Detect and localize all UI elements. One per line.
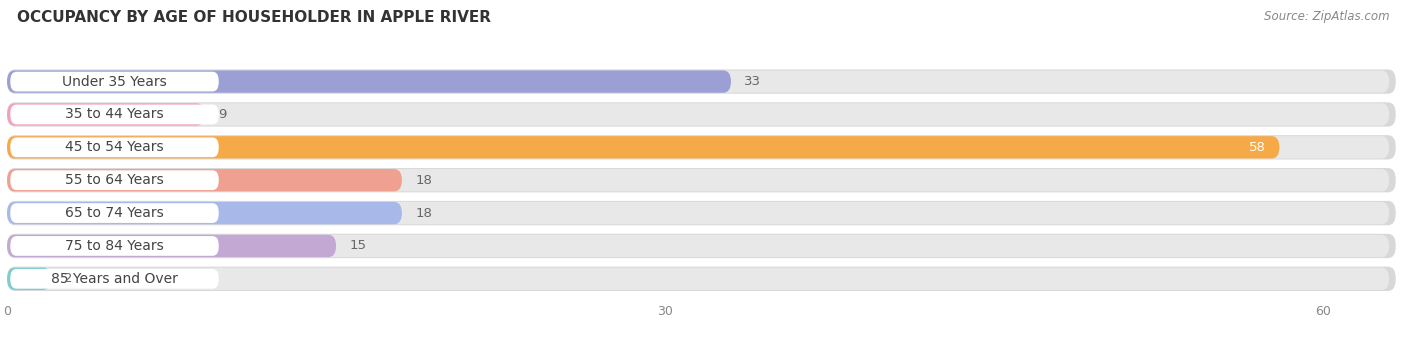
Text: Under 35 Years: Under 35 Years (62, 74, 167, 89)
FancyBboxPatch shape (7, 69, 1396, 94)
Text: 15: 15 (349, 239, 367, 252)
Text: OCCUPANCY BY AGE OF HOUSEHOLDER IN APPLE RIVER: OCCUPANCY BY AGE OF HOUSEHOLDER IN APPLE… (17, 10, 491, 25)
Text: 85 Years and Over: 85 Years and Over (51, 272, 179, 286)
Text: 55 to 64 Years: 55 to 64 Years (65, 173, 165, 187)
FancyBboxPatch shape (7, 168, 1396, 192)
FancyBboxPatch shape (7, 201, 1396, 225)
Text: 45 to 54 Years: 45 to 54 Years (65, 140, 165, 154)
FancyBboxPatch shape (7, 268, 1389, 290)
FancyBboxPatch shape (7, 235, 1389, 257)
Text: 2: 2 (65, 272, 73, 285)
FancyBboxPatch shape (7, 103, 204, 126)
FancyBboxPatch shape (7, 103, 1389, 126)
FancyBboxPatch shape (7, 136, 1279, 158)
FancyBboxPatch shape (7, 202, 1389, 224)
FancyBboxPatch shape (10, 105, 219, 124)
FancyBboxPatch shape (7, 267, 1396, 291)
FancyBboxPatch shape (10, 72, 219, 91)
Text: Source: ZipAtlas.com: Source: ZipAtlas.com (1264, 10, 1389, 23)
FancyBboxPatch shape (7, 202, 402, 224)
FancyBboxPatch shape (7, 234, 1396, 258)
FancyBboxPatch shape (7, 268, 51, 290)
FancyBboxPatch shape (7, 70, 731, 93)
FancyBboxPatch shape (7, 169, 402, 191)
Text: 35 to 44 Years: 35 to 44 Years (65, 107, 165, 121)
Text: 33: 33 (744, 75, 761, 88)
FancyBboxPatch shape (10, 269, 219, 289)
FancyBboxPatch shape (7, 70, 1389, 93)
FancyBboxPatch shape (7, 136, 1389, 158)
Text: 58: 58 (1250, 141, 1267, 154)
Text: 18: 18 (415, 174, 432, 187)
Text: 18: 18 (415, 207, 432, 220)
Text: 65 to 74 Years: 65 to 74 Years (65, 206, 165, 220)
FancyBboxPatch shape (7, 235, 336, 257)
FancyBboxPatch shape (7, 135, 1396, 159)
FancyBboxPatch shape (10, 170, 219, 190)
FancyBboxPatch shape (10, 137, 219, 157)
FancyBboxPatch shape (7, 169, 1389, 191)
Text: 9: 9 (218, 108, 226, 121)
FancyBboxPatch shape (10, 236, 219, 256)
FancyBboxPatch shape (7, 102, 1396, 126)
Text: 75 to 84 Years: 75 to 84 Years (65, 239, 165, 253)
FancyBboxPatch shape (10, 203, 219, 223)
